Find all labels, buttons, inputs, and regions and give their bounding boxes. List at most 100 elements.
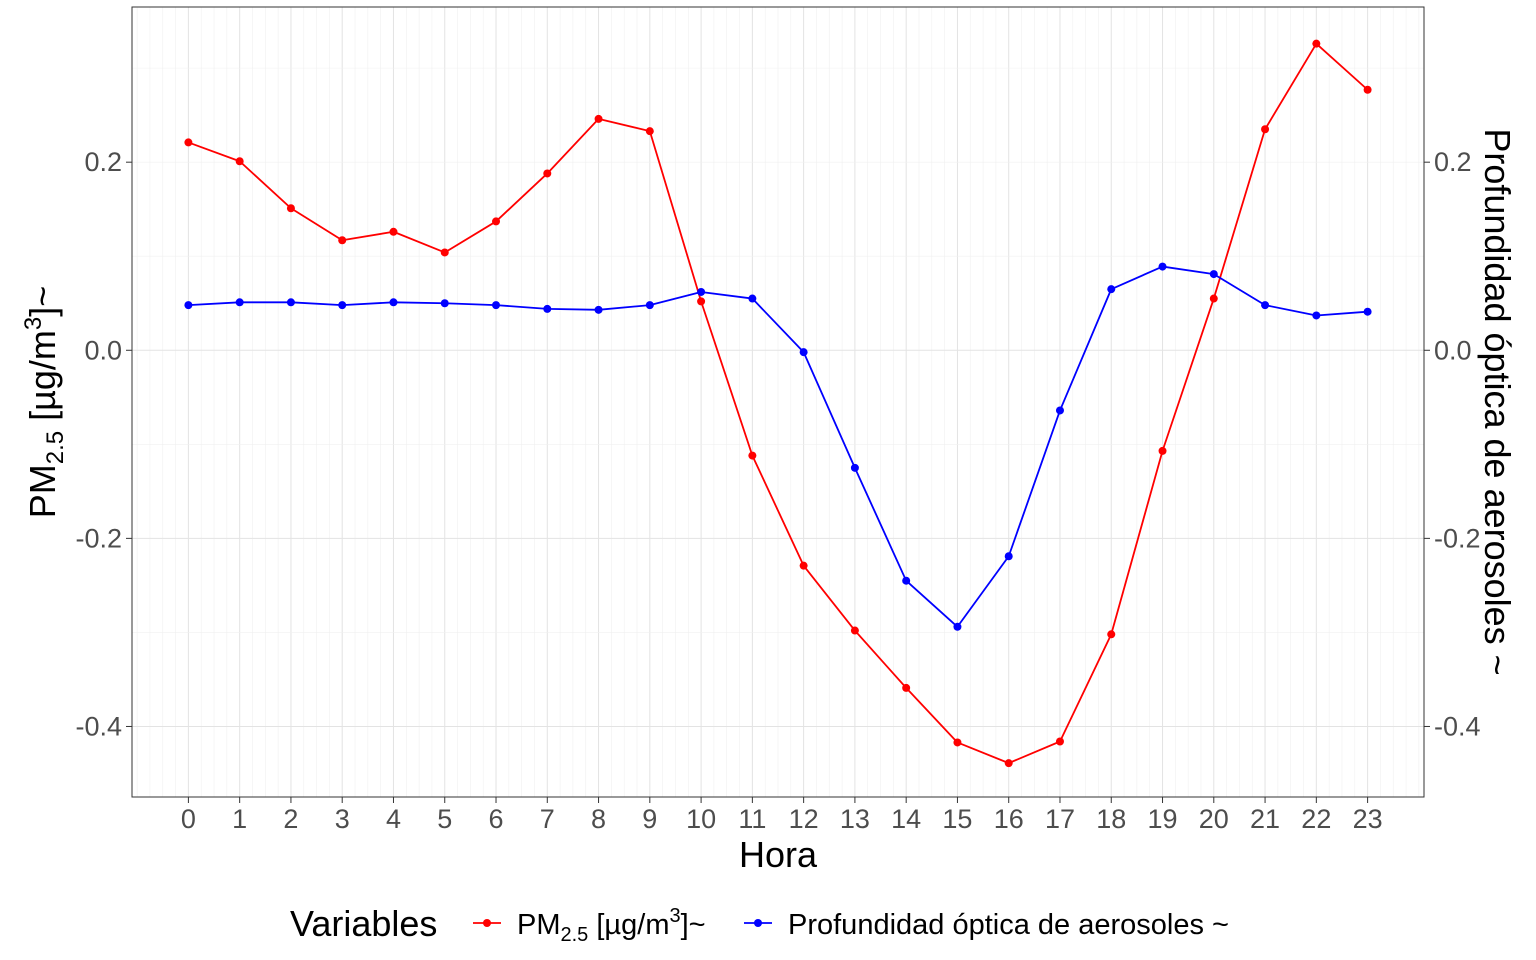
data-point-aod: [184, 301, 193, 310]
data-point-pm25: [492, 217, 501, 226]
x-tick-label: 9: [642, 804, 657, 834]
y-tick-label: -0.4: [75, 711, 122, 741]
x-tick-label: 19: [1148, 804, 1178, 834]
y2-tick-label: 0.0: [1434, 335, 1472, 365]
legend-pm25-superscript: 3: [669, 905, 680, 927]
data-point-aod: [799, 348, 808, 357]
x-tick-label: 7: [540, 804, 555, 834]
data-point-pm25: [184, 138, 193, 147]
x-tick-label: 21: [1250, 804, 1280, 834]
legend-label-aod: Profundidad óptica de aerosoles ~: [788, 909, 1229, 941]
y-axis-title-unit-end: ]~: [22, 286, 63, 317]
legend-pm25-subscript: 2.5: [561, 924, 589, 946]
data-point-pm25: [1261, 125, 1270, 134]
data-point-aod: [748, 294, 757, 303]
y2-tick-label: 0.2: [1434, 147, 1472, 177]
series-line-aod: [188, 265, 1368, 628]
data-point-aod: [1158, 262, 1167, 271]
y-axis-title: PM2.5 [µg/m3]~: [20, 286, 69, 519]
x-tick-label: 18: [1096, 804, 1126, 834]
data-point-pm25: [286, 204, 295, 213]
plot-panel-border: [131, 6, 1425, 798]
legend-item-pm25: PM2.5 [µg/m3]~: [473, 905, 706, 946]
data-point-pm25: [440, 248, 449, 257]
x-tick-label: 12: [789, 804, 819, 834]
x-tick-label: 8: [591, 804, 606, 834]
legend-key-point-pm25: [483, 919, 491, 927]
data-point-pm25: [1363, 85, 1372, 94]
legend-item-aod: Profundidad óptica de aerosoles ~: [744, 909, 1229, 941]
data-point-pm25: [389, 227, 398, 236]
data-point-aod: [1312, 311, 1321, 320]
data-point-pm25: [1055, 737, 1064, 746]
data-point-aod: [697, 287, 706, 296]
data-point-pm25: [235, 157, 244, 166]
data-point-aod: [645, 301, 654, 310]
x-tick-label: 17: [1045, 804, 1075, 834]
x-axis-title: Hora: [739, 834, 818, 875]
legend-pm25-base: PM: [517, 909, 561, 941]
data-point-pm25: [850, 626, 859, 635]
x-tick-label: 23: [1353, 804, 1383, 834]
data-point-aod: [440, 299, 449, 308]
data-point-aod: [543, 304, 552, 313]
y-axis-title-unit: [µg/m: [22, 330, 63, 431]
x-tick-label: 2: [283, 804, 298, 834]
data-point-aod: [594, 305, 603, 314]
x-tick-label: 13: [840, 804, 870, 834]
axes: 0 1 2 3 4 5 6 7 8 9 10 11 12 13 14 15 16 17 18 19 20 21 22 230.…: [75, 147, 1480, 834]
legend-key-point-aod: [754, 919, 762, 927]
data-point-pm25: [338, 236, 347, 245]
x-tick-label: 15: [942, 804, 972, 834]
data-point-aod: [492, 301, 501, 310]
data-point-aod: [1363, 307, 1372, 316]
y2-tick-label: -0.4: [1434, 711, 1481, 741]
legend-pm25-unit-end: ]~: [681, 909, 706, 941]
data-point-pm25: [1158, 446, 1167, 455]
series-layer: [184, 39, 1372, 768]
x-tick-label: 3: [335, 804, 350, 834]
x-tick-label: 4: [386, 804, 401, 834]
data-point-aod: [850, 463, 859, 472]
y-axis-title-subscript: 2.5: [42, 431, 69, 464]
legend-pm25-unit: [µg/m: [588, 909, 669, 941]
data-point-aod: [286, 298, 295, 307]
y-tick-label: 0.2: [84, 147, 122, 177]
data-point-aod: [953, 622, 962, 631]
y-tick-label: -0.2: [75, 523, 122, 553]
data-point-pm25: [1312, 39, 1321, 48]
data-point-pm25: [543, 169, 552, 178]
series-line-pm25: [188, 42, 1369, 765]
legend-label-pm25: PM2.5 [µg/m3]~: [517, 905, 706, 946]
data-point-pm25: [1209, 294, 1218, 303]
data-point-pm25: [902, 683, 911, 692]
x-tick-label: 5: [437, 804, 452, 834]
x-tick-label: 6: [489, 804, 504, 834]
legend-title: Variables: [290, 903, 437, 944]
x-tick-label: 16: [994, 804, 1024, 834]
data-point-pm25: [1004, 759, 1013, 768]
data-point-pm25: [697, 297, 706, 306]
x-tick-label: 22: [1301, 804, 1331, 834]
data-point-aod: [1107, 285, 1116, 294]
data-point-pm25: [645, 127, 654, 136]
data-point-aod: [1209, 270, 1218, 279]
data-point-aod: [1004, 552, 1013, 561]
legend: Variables PM2.5 [µg/m3]~ Profundidad ópt…: [290, 903, 1229, 946]
data-point-pm25: [748, 451, 757, 460]
data-point-aod: [389, 298, 398, 307]
data-point-pm25: [799, 561, 808, 570]
data-point-pm25: [594, 114, 603, 123]
y2-axis-title: Profundidad óptica de aerosoles ~: [1477, 128, 1518, 675]
data-point-aod: [1055, 406, 1064, 415]
x-tick-label: 14: [891, 804, 921, 834]
x-tick-label: 1: [232, 804, 247, 834]
data-point-aod: [902, 576, 911, 585]
x-tick-label: 10: [686, 804, 716, 834]
grid: [132, 7, 1424, 797]
data-point-pm25: [1107, 630, 1116, 639]
x-tick-label: 20: [1199, 804, 1229, 834]
data-point-aod: [1261, 301, 1270, 310]
y-axis-title-superscript: 3: [20, 317, 47, 330]
